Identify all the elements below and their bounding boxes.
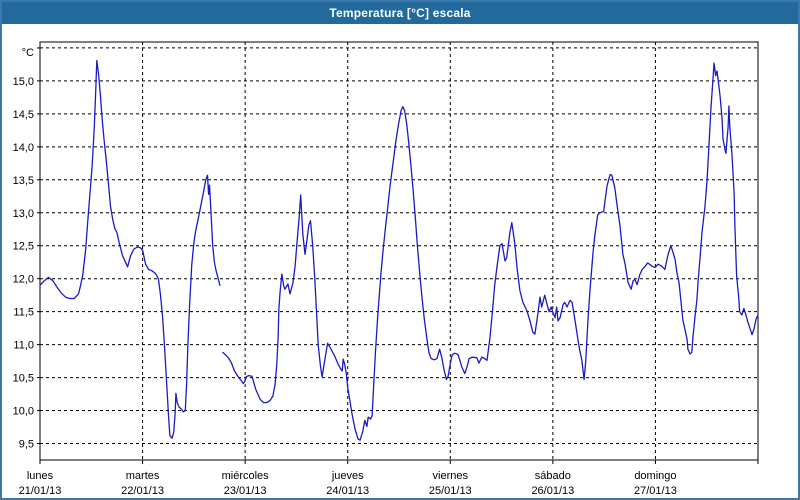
- y-tick-label: 14,0: [13, 142, 34, 154]
- x-day-label: viernes: [433, 470, 469, 482]
- y-tick-label: 11,0: [13, 340, 34, 352]
- y-axis-unit-label: °C: [22, 47, 34, 59]
- y-tick-label: 12,0: [13, 274, 34, 286]
- x-date-label: 22/01/13: [121, 485, 164, 497]
- y-tick-label: 11,5: [13, 307, 34, 319]
- x-day-label: miércoles: [222, 470, 270, 482]
- y-tick-label: 13,0: [13, 208, 34, 220]
- axis-labels: 15,0 14,5 14,0 13,5 13,0 12,5 12,0 11,5 11,0 10,5…: [13, 47, 677, 497]
- plot-border: [39, 41, 759, 461]
- x-date-label: 21/01/13: [19, 485, 62, 497]
- y-tick-label: 14,5: [13, 109, 34, 121]
- x-date-label: 23/01/13: [224, 485, 267, 497]
- y-tick-label: 13,5: [13, 175, 34, 187]
- temperature-line-chart: 15,0 14,5 14,0 13,5 13,0 12,5 12,0 11,5 11,0 10,5…: [13, 41, 759, 497]
- x-date-label: 24/01/13: [326, 485, 369, 497]
- axes: [37, 41, 759, 464]
- x-date-label: 27/01/13: [634, 485, 677, 497]
- x-day-label: domingo: [634, 470, 676, 482]
- temperature-series-path: [39, 59, 759, 441]
- y-tick-label: 12,5: [13, 241, 34, 253]
- x-day-label: jueves: [331, 470, 364, 482]
- chart-title: Temperatura [°C] escala: [329, 6, 471, 20]
- gridlines: [40, 42, 758, 460]
- x-date-label: 26/01/13: [531, 485, 574, 497]
- x-day-label: sábado: [535, 470, 571, 482]
- chart-container: 15,0 14,5 14,0 13,5 13,0 12,5 12,0 11,5 11,0 10,5…: [2, 24, 798, 498]
- x-date-label: 25/01/13: [429, 485, 472, 497]
- y-tick-label: 9,5: [19, 439, 34, 451]
- y-tick-label: 15,0: [13, 76, 34, 88]
- chart-titlebar: Temperatura [°C] escala: [2, 2, 798, 24]
- x-day-label: martes: [126, 470, 160, 482]
- y-tick-label: 10,0: [13, 406, 34, 418]
- x-day-label: lunes: [27, 470, 54, 482]
- y-tick-label: 10,5: [13, 373, 34, 385]
